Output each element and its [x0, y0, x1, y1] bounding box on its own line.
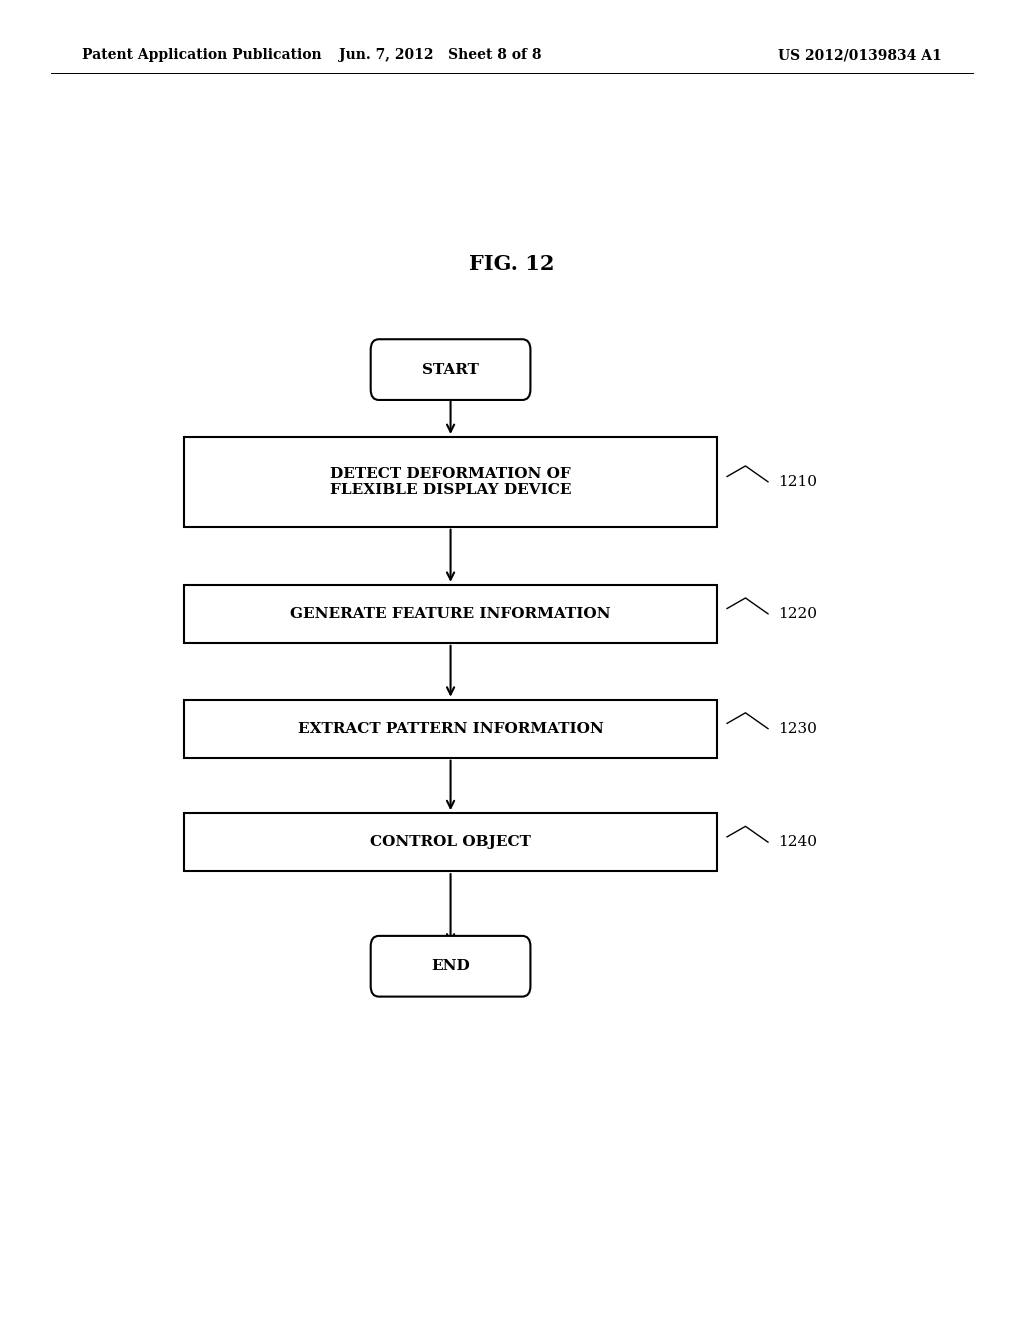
Text: DETECT DEFORMATION OF
FLEXIBLE DISPLAY DEVICE: DETECT DEFORMATION OF FLEXIBLE DISPLAY D…	[330, 467, 571, 496]
Text: START: START	[422, 363, 479, 376]
Text: Jun. 7, 2012   Sheet 8 of 8: Jun. 7, 2012 Sheet 8 of 8	[339, 49, 542, 62]
Text: 1230: 1230	[778, 722, 817, 735]
Text: EXTRACT PATTERN INFORMATION: EXTRACT PATTERN INFORMATION	[298, 722, 603, 735]
Text: 1210: 1210	[778, 475, 817, 488]
Text: CONTROL OBJECT: CONTROL OBJECT	[370, 836, 531, 849]
Text: US 2012/0139834 A1: US 2012/0139834 A1	[778, 49, 942, 62]
Text: 1220: 1220	[778, 607, 817, 620]
Text: GENERATE FEATURE INFORMATION: GENERATE FEATURE INFORMATION	[291, 607, 610, 620]
Text: FIG. 12: FIG. 12	[469, 253, 555, 275]
Text: Patent Application Publication: Patent Application Publication	[82, 49, 322, 62]
Text: 1240: 1240	[778, 836, 817, 849]
Text: END: END	[431, 960, 470, 973]
